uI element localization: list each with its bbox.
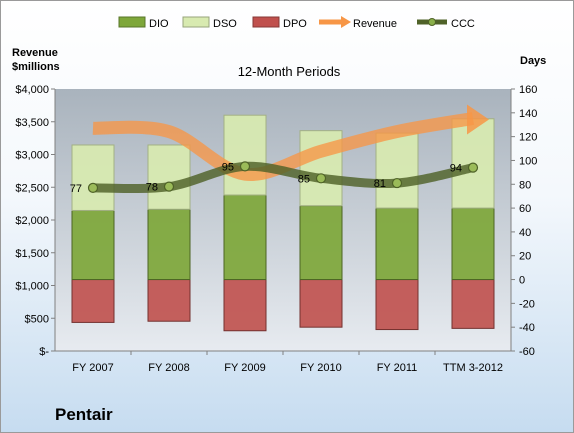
right-tick-label: -40 (519, 322, 535, 334)
left-tick-label: $- (39, 346, 49, 358)
bar-dio (223, 194, 267, 281)
left-tick-label: $1,500 (15, 248, 49, 260)
left-tick-label: $2,000 (15, 215, 49, 227)
x-tick-label: FY 2008 (148, 362, 189, 374)
right-tick-label: -20 (519, 298, 535, 310)
x-tick-label: TTM 3-2012 (443, 362, 503, 374)
legend-label-dso: DSO (213, 18, 237, 30)
legend-label-dio: DIO (149, 18, 169, 30)
x-tick-label: FY 2011 (377, 362, 418, 374)
legend-label-revenue: Revenue (353, 18, 397, 30)
right-axis-label: Days (520, 55, 546, 67)
bar-dpo (223, 279, 267, 332)
x-tick-label: FY 2007 (72, 362, 113, 374)
ccc-data-label: 81 (374, 178, 386, 190)
right-tick-label: 40 (519, 227, 531, 239)
left-tick-label: $500 (25, 313, 49, 325)
ccc-point (467, 162, 479, 173)
bar-dpo (299, 279, 343, 328)
ccc-point (391, 177, 403, 189)
left-axis-label-line2: $millions (12, 61, 60, 73)
legend-arrowhead-revenue (341, 16, 351, 28)
ccc-data-label: 78 (146, 182, 158, 194)
left-tick-label: $1,000 (15, 281, 49, 293)
chart-legend: DIO DSO DPO Revenue CCC (118, 16, 475, 30)
ccc-data-label: 77 (70, 183, 82, 195)
x-tick-label: FY 2010 (300, 362, 341, 374)
ccc-point (239, 161, 251, 172)
right-tick-label: 160 (519, 84, 537, 96)
bar-dso (223, 114, 267, 196)
bar-dso (71, 144, 115, 211)
left-tick-label: $2,500 (15, 182, 49, 194)
x-tick-label: FY 2009 (224, 362, 265, 374)
axis-layer: $- $500 $1,000 $1,500 $2,000 $2,500 $3,000 $3,5… (15, 84, 537, 374)
chart-title: 12-Month Periods (238, 64, 341, 79)
left-tick-label: $3,000 (15, 150, 49, 162)
legend-swatch-dpo (252, 16, 280, 28)
ccc-data-label: 95 (222, 161, 234, 173)
legend-label-ccc: CCC (451, 18, 475, 30)
bar-dpo (375, 279, 419, 331)
right-tick-label: -60 (519, 346, 535, 358)
ccc-data-label: 85 (298, 173, 310, 185)
line-layer: 77 78 95 85 81 94 (70, 104, 489, 195)
left-tick-label: $4,000 (15, 84, 49, 96)
right-tick-label: 20 (519, 251, 531, 263)
right-tick-label: 120 (519, 132, 537, 144)
right-tick-label: 60 (519, 203, 531, 215)
bar-dio (451, 207, 495, 281)
right-tick-label: 100 (519, 155, 537, 167)
bar-dio (375, 207, 419, 281)
ccc-data-label: 94 (450, 163, 462, 175)
bar-dio (71, 209, 115, 281)
right-tick-label: 80 (519, 179, 531, 191)
left-axis-label-line1: Revenue (12, 47, 58, 59)
legend-marker-ccc (428, 18, 436, 26)
ccc-point (163, 181, 175, 192)
bar-dio (299, 205, 343, 281)
ccc-point (87, 182, 99, 193)
bar-dso (375, 132, 419, 209)
right-tick-label: 0 (519, 275, 525, 287)
bar-layer (71, 114, 495, 332)
ccc-series-line (88, 161, 478, 194)
ccc-point (315, 173, 327, 184)
bar-dso (147, 144, 191, 210)
legend-swatch-dso (182, 16, 210, 28)
bar-dpo (451, 279, 495, 329)
left-tick-label: $3,500 (15, 117, 49, 129)
bar-dio (147, 208, 191, 281)
legend-swatch-dio (118, 16, 146, 28)
bar-dpo (147, 279, 191, 322)
bar-dpo (71, 279, 115, 323)
right-tick-label: 140 (519, 108, 537, 120)
revenue-arrowhead (467, 104, 489, 135)
company-name: Pentair (55, 405, 113, 424)
legend-label-dpo: DPO (283, 18, 307, 30)
